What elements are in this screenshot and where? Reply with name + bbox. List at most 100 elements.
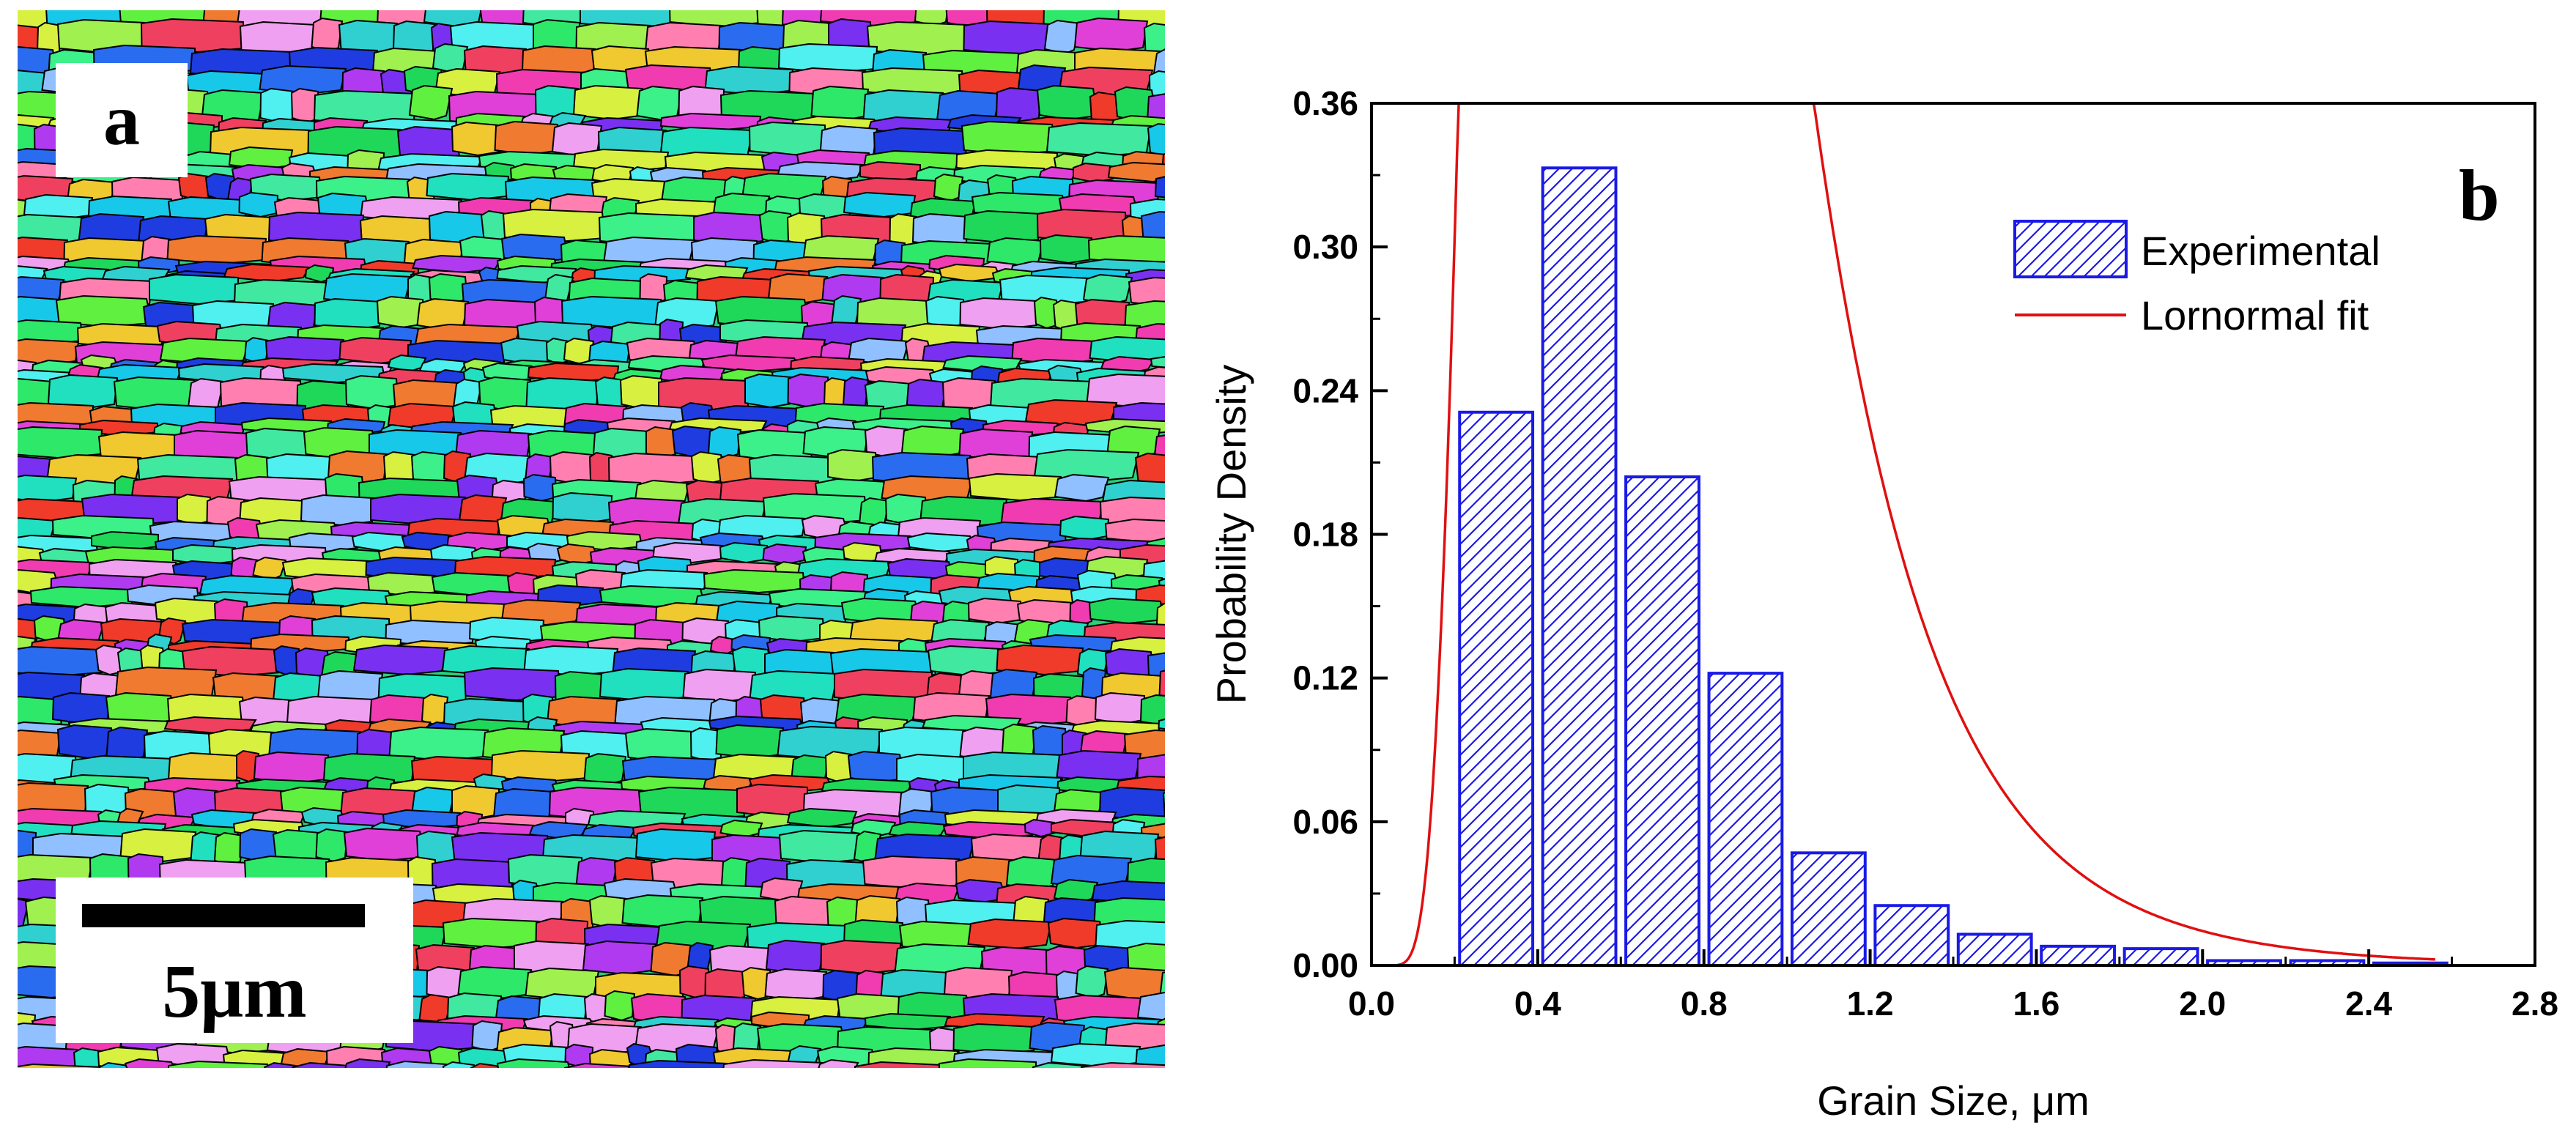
grain bbox=[99, 1061, 129, 1068]
histogram-bar bbox=[1624, 475, 1700, 967]
grain bbox=[1128, 276, 1165, 307]
grain bbox=[1158, 718, 1165, 730]
grain bbox=[1095, 919, 1165, 951]
x-tick-label: 2.8 bbox=[2512, 984, 2558, 1023]
grain bbox=[1150, 356, 1165, 368]
grain bbox=[914, 10, 949, 27]
x-tick-label: 1.6 bbox=[2013, 984, 2059, 1023]
grain bbox=[18, 695, 63, 729]
grain bbox=[1005, 856, 1059, 891]
grain bbox=[952, 1023, 1036, 1055]
grain bbox=[18, 645, 103, 678]
grain bbox=[765, 939, 826, 975]
y-tick-label: 0.06 bbox=[1292, 803, 1358, 841]
grain bbox=[168, 1060, 268, 1068]
grain bbox=[1075, 965, 1109, 999]
grain bbox=[1136, 991, 1165, 1021]
grain bbox=[496, 1058, 570, 1068]
x-axis-title: Grain Size, μm bbox=[1817, 1077, 2089, 1124]
grain bbox=[762, 543, 807, 565]
grain bbox=[18, 338, 80, 366]
grain bbox=[588, 1048, 632, 1068]
grain bbox=[959, 297, 1039, 330]
grain bbox=[18, 1063, 104, 1068]
grain bbox=[1162, 792, 1165, 818]
grain bbox=[786, 807, 858, 828]
grain bbox=[1104, 518, 1165, 544]
grain bbox=[1103, 966, 1165, 1001]
grain bbox=[854, 1061, 943, 1068]
grain bbox=[124, 1058, 176, 1068]
grain bbox=[1073, 17, 1149, 53]
grain bbox=[1054, 473, 1110, 502]
histogram-bar bbox=[2122, 947, 2199, 968]
legend-label-experimental: Experimental bbox=[2141, 228, 2380, 274]
grain bbox=[451, 121, 502, 157]
grain bbox=[314, 297, 382, 331]
grain bbox=[1081, 1061, 1165, 1068]
grain bbox=[604, 990, 636, 1022]
grain bbox=[385, 1060, 448, 1068]
grain bbox=[1043, 19, 1081, 55]
ebsd-map-panel: a 5μm bbox=[18, 10, 1165, 1068]
x-axis-ticks: 0.0 0.4 0.8 1.2 1.6 2.0 2.4 2.8 bbox=[1348, 949, 2558, 1023]
grain bbox=[963, 209, 1042, 245]
grain bbox=[967, 918, 1053, 950]
x-tick-label: 1.2 bbox=[1847, 984, 1894, 1023]
y-tick-label: 0.18 bbox=[1292, 516, 1358, 554]
grain bbox=[263, 1061, 297, 1068]
x-tick-label: 0.4 bbox=[1514, 984, 1561, 1023]
grain bbox=[1139, 694, 1165, 727]
histogram-bar bbox=[1707, 672, 1784, 968]
panel-b-label: b bbox=[2459, 155, 2500, 236]
grain bbox=[1091, 880, 1165, 905]
grain bbox=[942, 820, 1034, 840]
grain-layer bbox=[18, 10, 1165, 1068]
x-tick-label: 0.8 bbox=[1681, 984, 1728, 1023]
grain bbox=[259, 64, 347, 95]
grain bbox=[315, 828, 349, 863]
y-tick-label: 0.12 bbox=[1292, 659, 1358, 697]
histogram-bar bbox=[1458, 410, 1535, 967]
grain bbox=[1089, 335, 1165, 364]
grain bbox=[1107, 161, 1165, 183]
histogram-bars bbox=[1458, 166, 2449, 968]
panel-a-label: a bbox=[103, 79, 140, 160]
grain bbox=[1032, 1061, 1085, 1068]
grain bbox=[344, 1058, 391, 1068]
grain bbox=[1154, 176, 1165, 199]
x-tick-label: 2.4 bbox=[2345, 984, 2392, 1023]
y-tick-label: 0.24 bbox=[1292, 371, 1358, 409]
grain bbox=[1073, 162, 1114, 184]
legend-label-fit: Lornormal fit bbox=[2141, 292, 2369, 338]
histogram-bar bbox=[1790, 851, 1867, 967]
scale-bar-line bbox=[82, 904, 365, 927]
grain bbox=[628, 1059, 728, 1068]
y-tick-label: 0.00 bbox=[1292, 946, 1358, 984]
histogram-bar bbox=[1541, 166, 1618, 967]
grain bbox=[818, 1058, 859, 1068]
histogram-bar bbox=[1873, 904, 1950, 968]
grain bbox=[1087, 234, 1165, 265]
scale-bar-label: 5μm bbox=[162, 949, 307, 1034]
chart-legend: Experimental Lornormal fit bbox=[2013, 220, 2380, 338]
y-tick-label: 0.30 bbox=[1292, 228, 1358, 266]
grain bbox=[18, 474, 78, 503]
grain bbox=[1069, 598, 1094, 626]
ebsd-grain-map bbox=[18, 10, 1165, 1068]
grain bbox=[563, 1062, 634, 1068]
histogram-bar bbox=[2040, 944, 2117, 968]
grain bbox=[408, 84, 454, 121]
y-axis-title: Probability Density bbox=[1208, 365, 1254, 705]
grain bbox=[292, 1061, 351, 1068]
legend-swatch-bars bbox=[2013, 220, 2128, 278]
grain bbox=[252, 556, 287, 581]
x-tick-label: 0.0 bbox=[1348, 984, 1395, 1023]
grain bbox=[939, 1058, 1037, 1068]
grain bbox=[442, 1061, 475, 1068]
grain bbox=[1082, 273, 1133, 305]
x-tick-label: 2.0 bbox=[2179, 984, 2226, 1023]
panel-a-label-box: a bbox=[56, 63, 188, 177]
grain bbox=[722, 1058, 824, 1068]
